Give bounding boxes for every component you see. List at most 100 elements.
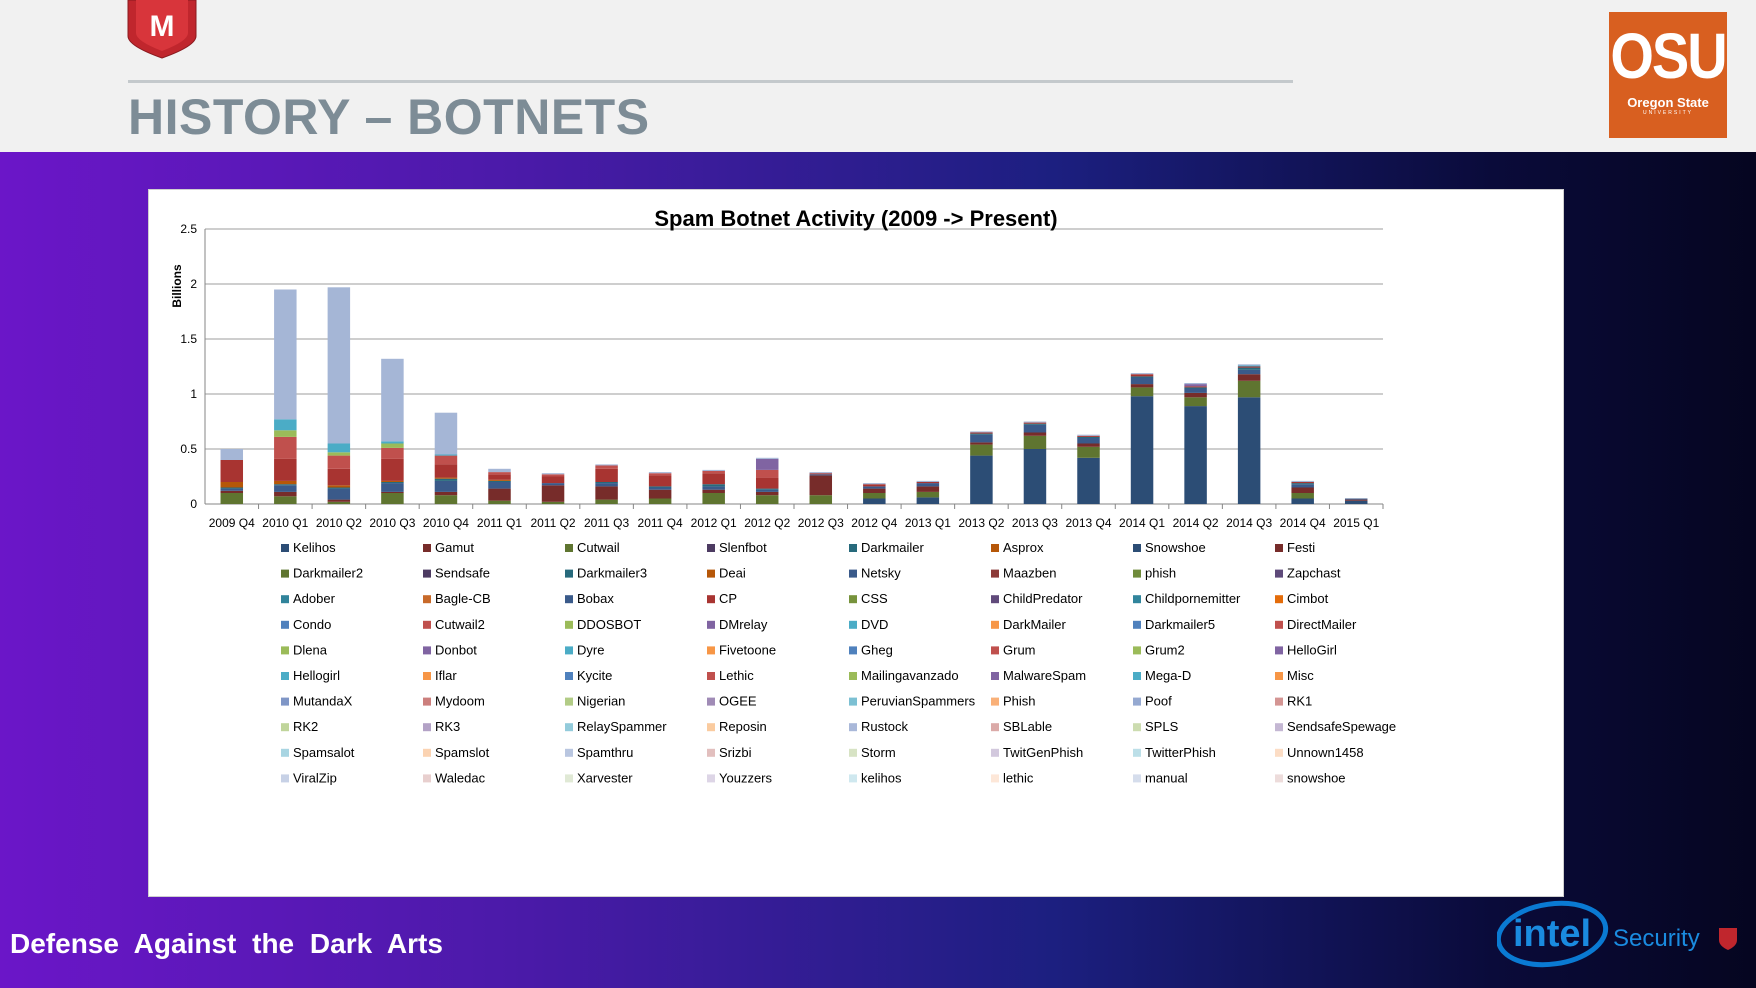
legend-swatch [991, 697, 999, 706]
bar-segment [1184, 406, 1207, 504]
bar-segment [434, 478, 458, 481]
legend-label: TwitGenPhish [1003, 745, 1083, 760]
legend-label: Gheg [861, 642, 893, 657]
bar-segment [595, 483, 618, 487]
bar-segment [541, 473, 565, 475]
legend-label: Kycite [577, 668, 612, 683]
legend-label: Darkmailer [861, 540, 925, 555]
legend-label: TwitterPhish [1145, 745, 1216, 760]
bar-segment [381, 493, 404, 504]
bar-segment [916, 482, 940, 484]
legend-swatch [1275, 620, 1283, 629]
bar-segment [1291, 484, 1314, 488]
bar-segment [863, 493, 886, 499]
legend-swatch [991, 672, 999, 680]
legend-label: Unnown1458 [1287, 745, 1364, 760]
bar-segment [595, 465, 618, 469]
legend-label: Cutwail2 [435, 617, 485, 632]
bar-segment [1237, 374, 1261, 381]
bar-segment [648, 473, 672, 476]
x-tick-label: 2014 Q2 [1173, 516, 1219, 530]
bar-segment [648, 472, 672, 474]
bar-segment [381, 482, 404, 484]
bar-segment [327, 455, 351, 469]
legend-label: Cimbot [1287, 591, 1329, 606]
legend-swatch [423, 620, 431, 629]
osu-logo-text: OSU [1610, 19, 1727, 92]
intel-logo-text: intel [1513, 913, 1591, 955]
legend-label: Sendsafe [435, 566, 490, 581]
legend-label: phish [1145, 566, 1176, 581]
legend-swatch [423, 672, 431, 680]
bar-segment [755, 491, 779, 496]
bar-segment [1077, 457, 1100, 504]
legend-swatch [1275, 697, 1283, 706]
bar-segment [970, 434, 993, 443]
legend-swatch [423, 569, 431, 578]
bar-segment [1077, 438, 1100, 444]
legend-swatch [1133, 646, 1141, 655]
legend-label: ViralZip [293, 770, 337, 785]
bar-segment [916, 497, 940, 504]
bar-segment [863, 483, 886, 485]
bar-segment [1237, 365, 1261, 367]
bar-segment [327, 499, 351, 502]
legend-label: Dlena [293, 642, 328, 657]
bar-segment [434, 491, 458, 496]
chart-axes: 0 0.5 1 1.5 2 2.5 2009 Q4 2010 Q1 2010 Q2 2010 Q3… [180, 222, 1384, 530]
legend-swatch [1275, 723, 1283, 732]
bar-segment [434, 412, 458, 455]
legend-swatch [849, 595, 857, 604]
bar-segment [702, 473, 725, 485]
bar-segment [274, 480, 297, 485]
bar-segment [755, 457, 779, 459]
legend-swatch [565, 646, 573, 655]
x-tick-label: 2011 Q2 [530, 516, 575, 530]
y-tick-label: 1.5 [180, 332, 197, 346]
bar-segment [1237, 369, 1261, 375]
legend-swatch [281, 646, 289, 655]
bar-segment [702, 469, 725, 471]
bar-segment [434, 454, 458, 456]
legend-swatch [565, 697, 573, 706]
legend-label: Poof [1145, 694, 1172, 709]
legend-swatch [1275, 774, 1283, 783]
legend-swatch [565, 672, 573, 680]
legend-label: Zapchast [1287, 566, 1341, 581]
bar-segment [970, 442, 993, 445]
x-tick-label: 2013 Q2 [958, 516, 1004, 530]
bar-segment [541, 501, 565, 504]
bar-segment [648, 486, 672, 488]
y-tick-label: 0.5 [180, 442, 197, 456]
legend-label: Adober [293, 591, 336, 606]
legend-label: HelloGirl [1287, 642, 1337, 657]
bar-segment [1291, 480, 1314, 482]
bar-segment [220, 490, 244, 493]
x-tick-label: 2012 Q4 [851, 516, 897, 530]
legend-label: Srizbi [719, 745, 752, 760]
x-tick-label: 2011 Q3 [584, 516, 629, 530]
legend-label: RK2 [293, 719, 318, 734]
bar-segment [434, 464, 458, 478]
legend-swatch [707, 672, 715, 680]
bar-segment [541, 483, 565, 486]
bar-segment [327, 487, 351, 489]
x-tick-label: 2013 Q4 [1065, 516, 1111, 530]
legend-label: Rustock [861, 719, 908, 734]
bar-segment [1130, 373, 1154, 375]
bar-segment [220, 487, 244, 489]
legend-swatch [1275, 595, 1283, 604]
bar-segment [434, 455, 458, 465]
bar-segment [220, 482, 244, 488]
bar-segment [1130, 377, 1154, 385]
bar-segment [916, 491, 940, 498]
bar-segment [1023, 422, 1047, 424]
chart-legend: Kelihos Gamut Cutwail Slenfbot Darkmailer Asp… [281, 540, 1396, 785]
bar-segment [327, 468, 351, 486]
legend-label: Dyre [577, 642, 604, 657]
bar-segment [970, 433, 993, 435]
legend-swatch [849, 544, 857, 552]
legend-label: MutandaX [293, 694, 353, 709]
header-rule [128, 80, 1293, 83]
bar-segment [648, 487, 672, 490]
